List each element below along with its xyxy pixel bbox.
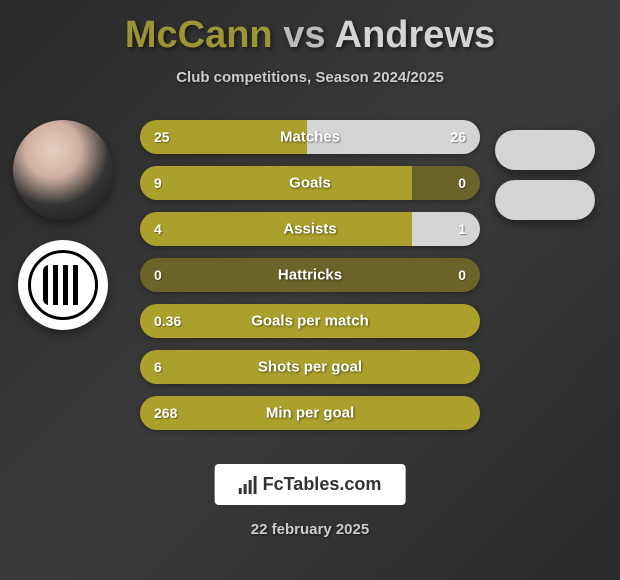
branding-badge: FcTables.com bbox=[215, 464, 406, 505]
player2-name: Andrews bbox=[335, 14, 495, 56]
player1-avatar bbox=[13, 120, 113, 220]
stat-label: Goals bbox=[289, 175, 331, 192]
stat-row: 268 Min per goal bbox=[140, 396, 480, 430]
branding-text: FcTables.com bbox=[263, 474, 382, 494]
stat-row: 4 1 Assists bbox=[140, 212, 480, 246]
stat-label: Hattricks bbox=[278, 267, 342, 284]
chart-icon bbox=[239, 474, 257, 495]
vs-text: vs bbox=[283, 14, 325, 56]
season-subtitle: Club competitions, Season 2024/2025 bbox=[0, 69, 620, 86]
stat-value-right: 26 bbox=[450, 129, 466, 145]
stat-value-left: 0 bbox=[154, 267, 162, 283]
stat-value-right: 0 bbox=[458, 175, 466, 191]
stats-container: 25 26 Matches 9 0 Goals 4 1 Assists 0 0 Hattricks 0.… bbox=[140, 120, 480, 442]
club-badge-stripes-icon bbox=[43, 265, 83, 305]
stat-bar-right-fill bbox=[412, 212, 480, 246]
stat-value-left: 6 bbox=[154, 359, 162, 375]
stat-value-left: 25 bbox=[154, 129, 170, 145]
stat-bar-left-fill bbox=[140, 166, 412, 200]
stat-row: 0.36 Goals per match bbox=[140, 304, 480, 338]
stat-label: Min per goal bbox=[266, 405, 354, 422]
stat-value-left: 0.36 bbox=[154, 313, 181, 329]
club-badge-inner bbox=[28, 250, 98, 320]
stat-label: Matches bbox=[280, 129, 340, 146]
comparison-title: McCann vs Andrews bbox=[0, 0, 620, 57]
player2-avatar-placeholder bbox=[495, 130, 595, 170]
stat-value-left: 268 bbox=[154, 405, 177, 421]
stat-value-right: 0 bbox=[458, 267, 466, 283]
player2-column bbox=[490, 120, 600, 230]
stat-bar-left-fill bbox=[140, 212, 412, 246]
stat-value-left: 4 bbox=[154, 221, 162, 237]
player1-column bbox=[8, 120, 118, 330]
player1-name: McCann bbox=[125, 14, 273, 56]
date-label: 22 february 2025 bbox=[251, 521, 369, 538]
player1-club-badge bbox=[18, 240, 108, 330]
stat-label: Shots per goal bbox=[258, 359, 362, 376]
player2-club-placeholder bbox=[495, 180, 595, 220]
stat-row: 25 26 Matches bbox=[140, 120, 480, 154]
stat-value-right: 1 bbox=[458, 221, 466, 237]
stat-row: 6 Shots per goal bbox=[140, 350, 480, 384]
stat-value-left: 9 bbox=[154, 175, 162, 191]
stat-label: Assists bbox=[283, 221, 336, 238]
stat-row: 9 0 Goals bbox=[140, 166, 480, 200]
stat-label: Goals per match bbox=[251, 313, 369, 330]
stat-row: 0 0 Hattricks bbox=[140, 258, 480, 292]
